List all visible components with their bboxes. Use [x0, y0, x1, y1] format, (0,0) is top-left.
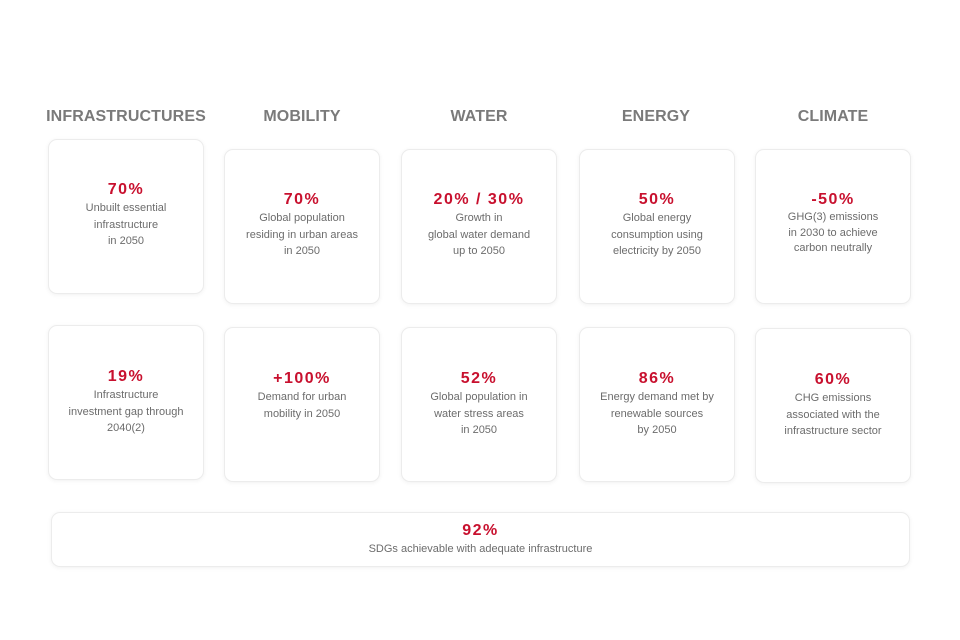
column-title-water: WATER [450, 108, 508, 125]
stat-card-water-1: 20% / 30% Growth in global water demand … [401, 149, 557, 304]
stat-value: 19% [107, 368, 145, 385]
stat-card-water-2: 52% Global population in water stress ar… [401, 327, 557, 482]
stat-value: 70% [107, 181, 145, 198]
stat-value: 20% / 30% [433, 191, 525, 208]
stat-description: SDGs achievable with adequate infrastruc… [368, 543, 593, 555]
stat-description: Demand for urban mobility in 2050 [257, 391, 347, 420]
stat-card-infrastructures-1: 70% Unbuilt essential infrastructure in … [48, 139, 204, 294]
stat-description: Energy demand met by renewable sources b… [600, 391, 714, 436]
column-title-energy: ENERGY [621, 108, 691, 125]
stat-value: 86% [638, 370, 676, 387]
stat-description: Infrastructure investment gap through 20… [68, 389, 184, 434]
column-title-climate: CLIMATE [797, 108, 869, 125]
stat-card-climate-1: -50% GHG(3) emissions in 2030 to achieve… [755, 149, 911, 304]
stat-card-climate-2: 60% CHG emissions associated with the in… [755, 328, 911, 483]
stat-description: Unbuilt essential infrastructure in 2050 [85, 202, 167, 247]
stat-description: Global energy consumption using electric… [611, 212, 703, 257]
stat-value: -50% [811, 191, 855, 208]
stat-card-sdgs: 92% SDGs achievable with adequate infras… [51, 512, 910, 567]
stat-card-mobility-2: +100% Demand for urban mobility in 2050 [224, 327, 380, 482]
stat-description: CHG emissions associated with the infras… [784, 392, 882, 437]
stat-value: 52% [460, 370, 498, 387]
stat-card-mobility-1: 70% Global population residing in urban … [224, 149, 380, 304]
stat-card-energy-1: 50% Global energy consumption using elec… [579, 149, 735, 304]
stat-value: 92% [462, 522, 499, 539]
stat-description: Growth in global water demand up to 2050 [427, 212, 531, 257]
stat-card-energy-2: 86% Energy demand met by renewable sourc… [579, 327, 735, 482]
stat-value: 70% [283, 191, 321, 208]
column-title-infrastructures: INFRASTRUCTURES [46, 108, 206, 125]
stat-card-infrastructures-2: 19% Infrastructure investment gap throug… [48, 325, 204, 480]
stat-description: GHG(3) emissions in 2030 to achieve carb… [787, 211, 879, 254]
stat-description: Global population in water stress areas … [430, 391, 528, 436]
stat-value: 60% [814, 371, 852, 388]
stat-description: Global population residing in urban area… [246, 212, 358, 257]
stat-value: 50% [638, 191, 676, 208]
stat-value: +100% [273, 370, 331, 387]
column-title-mobility: MOBILITY [263, 108, 341, 125]
